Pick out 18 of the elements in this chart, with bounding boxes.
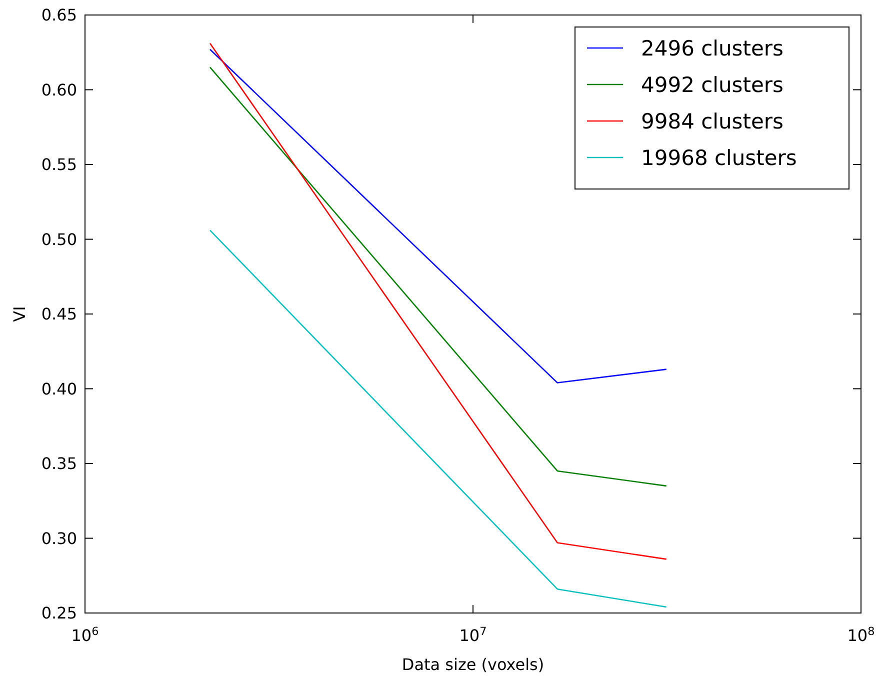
legend-label: 9984 clusters xyxy=(641,109,784,134)
y-tick-label: 0.35 xyxy=(41,454,77,474)
y-axis-title: VI xyxy=(10,306,29,322)
y-tick-label: 0.30 xyxy=(41,528,77,548)
x-tick-label: 10$^{6}$ xyxy=(71,624,99,645)
legend-label: 4992 clusters xyxy=(641,72,784,97)
x-axis-title: Data size (voxels) xyxy=(402,655,544,674)
y-tick-label: 0.25 xyxy=(41,604,77,623)
y-tick-label: 0.65 xyxy=(41,6,77,25)
legend-label: 2496 clusters xyxy=(641,36,784,60)
legend-label: 19968 clusters xyxy=(641,146,797,170)
y-tick-label: 0.55 xyxy=(41,155,77,174)
y-tick-label: 0.45 xyxy=(41,304,77,324)
x-tick-label: 10$^{8}$ xyxy=(847,624,875,645)
y-tick-label: 0.60 xyxy=(41,80,77,100)
x-tick-label: 10$^{7}$ xyxy=(459,624,487,645)
y-tick-label: 0.40 xyxy=(41,379,77,398)
y-tick-label: 0.50 xyxy=(41,230,77,249)
